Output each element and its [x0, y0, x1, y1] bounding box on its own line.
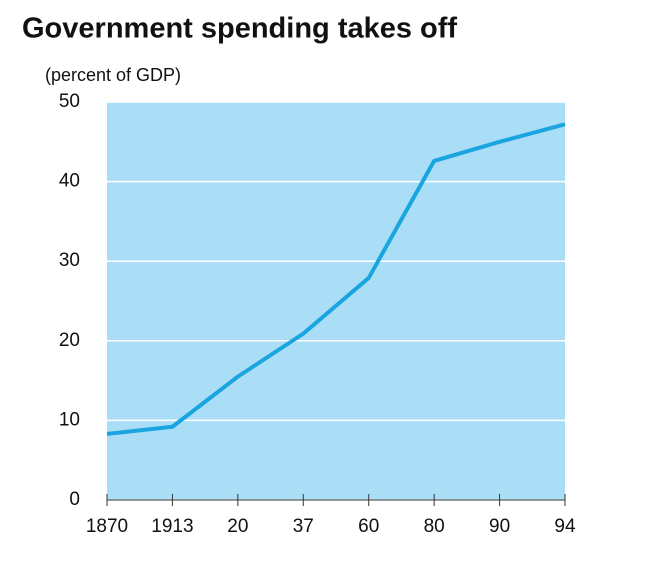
- x-tick-label: 1870: [86, 516, 128, 537]
- x-tick-label: 1913: [151, 516, 193, 537]
- chart-title: Government spending takes off: [22, 13, 457, 45]
- x-tick-label: 94: [554, 516, 576, 537]
- y-tick-label: 20: [59, 330, 80, 351]
- y-tick-label: 40: [59, 171, 80, 192]
- y-tick-label: 30: [59, 250, 80, 271]
- x-tick-label: 80: [424, 516, 445, 537]
- x-tick-label: 37: [293, 516, 314, 537]
- y-tick-label: 50: [59, 91, 80, 112]
- x-tick-label: 60: [358, 516, 379, 537]
- y-tick-label: 10: [59, 409, 80, 430]
- x-tick-label: 90: [489, 516, 510, 537]
- chart-subtitle: (percent of GDP): [45, 65, 181, 85]
- plot-background: [107, 102, 565, 500]
- x-tick-label: 20: [227, 516, 248, 537]
- y-tick-label: 0: [69, 489, 80, 510]
- data-line: [106, 122, 566, 436]
